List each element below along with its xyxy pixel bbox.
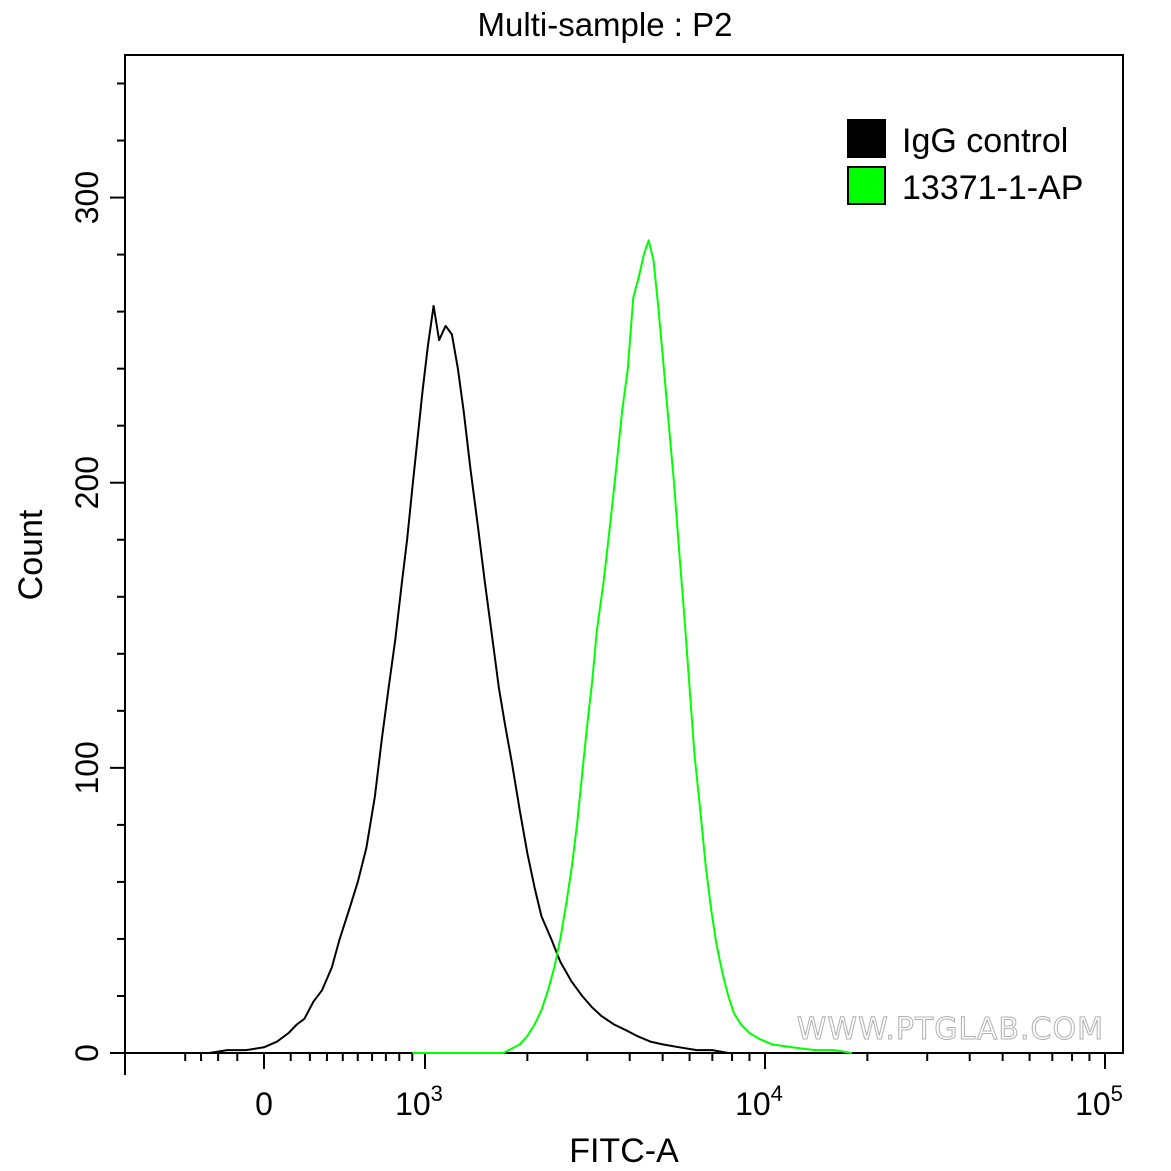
legend-swatch-13371-1-ap [847, 166, 886, 205]
y-tick-labels: 0 100 200 300 [69, 171, 105, 1062]
y-tick-label: 100 [69, 741, 105, 794]
series-line-13371-1-ap [412, 239, 852, 1054]
x-tick-label: 103 [395, 1081, 443, 1122]
y-tick-label: 300 [69, 171, 105, 224]
watermark-text: WWW.PTGLAB.COM [797, 1012, 1104, 1047]
x-minor-ticks [124, 1053, 1106, 1075]
plot-frame [124, 54, 1124, 1054]
legend: IgG control 13371-1-AP [847, 119, 1083, 207]
y-tick-label: 200 [69, 456, 105, 509]
x-tick-labels: 0 103 104 105 [255, 1081, 1123, 1122]
y-minor-ticks [110, 82, 125, 1054]
legend-label-igg-control: IgG control [902, 122, 1068, 160]
series-layer [209, 239, 852, 1054]
x-axis-label: FITC-A [569, 1132, 679, 1170]
x-tick-label: 0 [255, 1086, 273, 1122]
chart-title: Multi-sample : P2 [478, 6, 733, 43]
y-tick-label: 0 [69, 1044, 105, 1062]
legend-label-13371-1-ap: 13371-1-AP [902, 169, 1083, 207]
legend-swatch-igg-control [847, 119, 886, 158]
y-axis-label: Count [12, 509, 50, 600]
series-line-igg-control [209, 304, 729, 1054]
x-tick-label: 104 [735, 1081, 783, 1122]
x-tick-label: 105 [1075, 1081, 1123, 1122]
